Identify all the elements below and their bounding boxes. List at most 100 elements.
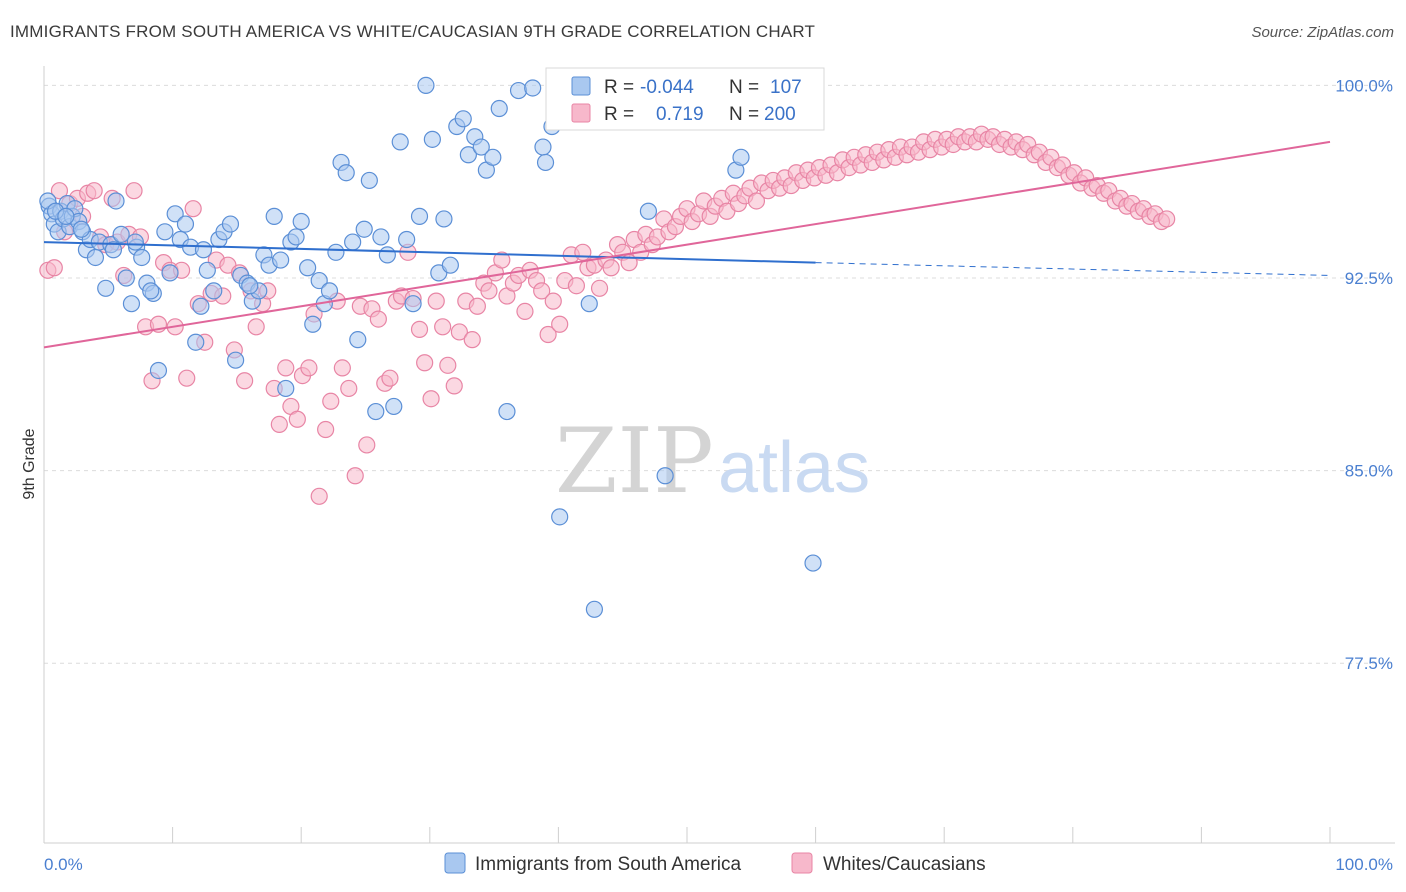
whites-point-69 xyxy=(439,356,457,374)
whites-point-97 xyxy=(602,259,620,277)
immigrants-point-47 xyxy=(265,207,283,225)
legend-r-value-pink: 0.719 xyxy=(656,104,704,125)
whites-point-91 xyxy=(567,277,586,295)
whites-point-85 xyxy=(533,282,551,300)
immigrants-point-27 xyxy=(156,223,174,241)
whites-point-88 xyxy=(551,315,569,333)
whites-point-53 xyxy=(346,467,364,485)
y-axis-label: 9th Grade xyxy=(21,428,38,499)
immigrants-point-95 xyxy=(580,295,598,313)
immigrants-point-58 xyxy=(327,243,345,261)
immigrants-point-35 xyxy=(198,261,216,279)
whites-point-64 xyxy=(410,320,429,338)
bottom-legend-pink-swatch xyxy=(791,852,813,874)
whites-point-49 xyxy=(322,392,340,410)
immigrants-point-23 xyxy=(133,248,151,267)
whites-point-66 xyxy=(422,390,440,408)
whites-point-193 xyxy=(1158,210,1176,228)
immigrants-point-80 xyxy=(459,146,477,164)
immigrants-point-51 xyxy=(287,228,305,246)
bottom-legend: Immigrants from South America Whites/Cau… xyxy=(444,852,986,875)
immigrants-point-26 xyxy=(149,361,168,380)
immigrants-point-97 xyxy=(639,202,658,220)
legend-r-value-blue: -0.044 xyxy=(640,77,694,98)
series-immigrants-points xyxy=(39,76,822,618)
whites-point-78 xyxy=(493,251,511,269)
immigrants-point-70 xyxy=(398,230,416,249)
immigrants-point-74 xyxy=(423,130,441,148)
y-tick-label-0: 100.0% xyxy=(1335,76,1393,95)
immigrants-point-33 xyxy=(187,333,205,351)
immigrants-point-19 xyxy=(112,225,130,243)
whites-point-51 xyxy=(333,359,351,377)
immigrants-point-73 xyxy=(417,76,435,95)
immigrants-point-72 xyxy=(410,207,429,225)
immigrants-point-64 xyxy=(360,171,378,190)
bottom-legend-immigrants: Immigrants from South America xyxy=(475,854,742,875)
immigrants-point-62 xyxy=(349,331,367,349)
immigrants-trend-extension xyxy=(815,262,1331,276)
immigrants-point-65 xyxy=(367,402,385,421)
immigrants-point-36 xyxy=(205,282,223,300)
legend-box xyxy=(545,67,825,131)
whites-point-48 xyxy=(317,420,335,439)
y-tick-label-1: 92.5% xyxy=(1345,269,1393,288)
y-tick-labels: 100.0% 92.5% 85.0% 77.5% xyxy=(1335,76,1393,673)
immigrants-point-68 xyxy=(385,397,403,416)
whites-point-68 xyxy=(434,318,452,336)
whites-point-40 xyxy=(270,415,288,433)
whites-point-24 xyxy=(178,369,196,387)
immigrants-point-106 xyxy=(104,241,123,259)
whites-point-122 xyxy=(747,192,766,210)
legend-n-label-blue: N = xyxy=(729,77,759,98)
source-label: Source: ZipAtlas.com xyxy=(1251,24,1394,41)
whites-point-65 xyxy=(416,354,434,372)
immigrants-trend-line xyxy=(43,241,816,264)
immigrants-point-88 xyxy=(524,79,542,97)
immigrants-point-57 xyxy=(320,282,339,300)
trend-lines xyxy=(43,140,1331,349)
legend-r-label-blue: R = xyxy=(604,77,634,98)
whites-point-41 xyxy=(277,359,295,377)
whites-point-25 xyxy=(184,200,202,218)
immigrants-point-101 xyxy=(804,554,822,572)
immigrants-point-21 xyxy=(122,295,141,313)
legend-blue-swatch xyxy=(571,76,591,96)
immigrants-point-31 xyxy=(176,215,195,233)
x-tick-label-min: 0.0% xyxy=(44,855,83,874)
x-tick-label-max: 100.0% xyxy=(1335,855,1393,874)
whites-point-43 xyxy=(288,410,306,428)
immigrants-point-85 xyxy=(490,99,508,118)
immigrants-point-67 xyxy=(378,246,396,264)
watermark-atlas: atlas xyxy=(718,428,870,508)
watermark-zip: ZIP xyxy=(555,409,714,514)
whites-trend-line xyxy=(43,140,1331,349)
whites-point-71 xyxy=(450,323,468,341)
immigrants-point-14 xyxy=(86,248,105,267)
immigrants-point-109 xyxy=(194,241,213,259)
legend-r-label-pink: R = xyxy=(604,104,634,125)
immigrants-point-34 xyxy=(192,297,210,315)
immigrants-point-90 xyxy=(536,153,555,172)
immigrants-point-49 xyxy=(277,379,295,398)
immigrants-point-104 xyxy=(57,207,75,225)
immigrants-point-79 xyxy=(454,110,472,128)
whites-point-45 xyxy=(300,359,318,377)
immigrants-point-60 xyxy=(337,164,355,182)
whites-point-1 xyxy=(45,259,63,277)
bottom-legend-whites: Whites/Caucasians xyxy=(823,854,986,875)
legend-n-value-blue: 107 xyxy=(770,77,802,98)
immigrants-point-18 xyxy=(107,192,125,210)
immigrants-point-87 xyxy=(509,81,528,100)
immigrants-point-77 xyxy=(441,256,459,274)
whites-point-82 xyxy=(516,302,534,321)
immigrants-point-28 xyxy=(161,264,179,282)
legend: R = -0.044 N = 107 R = 0.719 N = 200 xyxy=(545,67,825,131)
chart-title: IMMIGRANTS FROM SOUTH AMERICA VS WHITE/C… xyxy=(10,22,816,41)
immigrants-point-48 xyxy=(272,251,290,269)
whites-point-59 xyxy=(381,369,399,387)
whites-point-15 xyxy=(125,182,143,200)
immigrants-point-53 xyxy=(299,259,317,277)
bottom-legend-blue-swatch xyxy=(444,852,466,874)
